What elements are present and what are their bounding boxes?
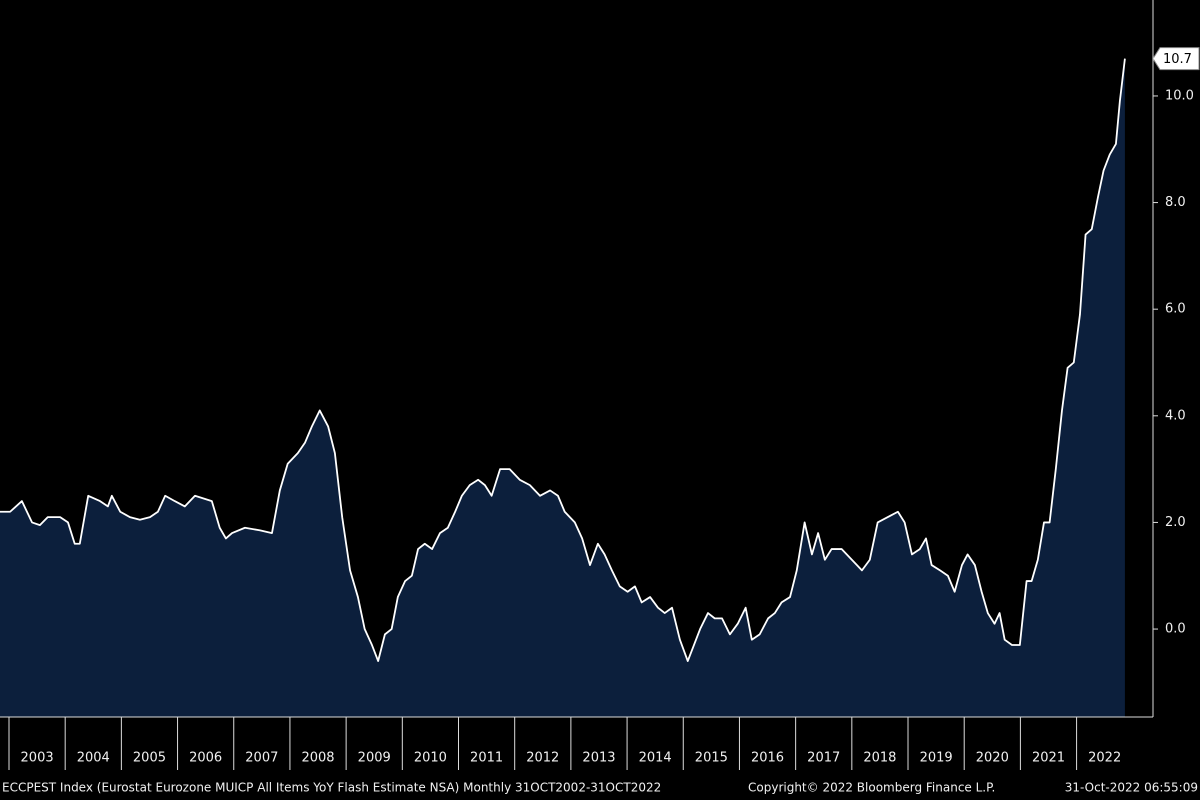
- x-tick-label: 2013: [582, 751, 615, 766]
- x-tick-label: 2009: [358, 751, 391, 766]
- x-tick-label: 2020: [976, 751, 1009, 766]
- x-tick-label: 2007: [245, 751, 278, 766]
- x-tick-label: 2012: [526, 751, 559, 766]
- y-tick-label: 10.0: [1165, 88, 1194, 103]
- x-tick-label: 2003: [21, 751, 54, 766]
- x-tick-label: 2018: [863, 751, 896, 766]
- last-value-box: [1152, 47, 1200, 71]
- x-tick-label: 2006: [189, 751, 222, 766]
- y-tick-label: 4.0: [1165, 408, 1186, 423]
- y-tick-label: 6.0: [1165, 302, 1186, 317]
- x-tick-label: 2005: [133, 751, 166, 766]
- x-tick-label: 2011: [470, 751, 503, 766]
- x-tick-label: 2017: [807, 751, 840, 766]
- x-tick-label: 2016: [751, 751, 784, 766]
- x-tick-label: 2019: [920, 751, 953, 766]
- x-tick-label: 2004: [77, 751, 110, 766]
- x-tick-label: 2022: [1088, 751, 1121, 766]
- x-tick-label: 2008: [301, 751, 334, 766]
- source-note: ECCPEST Index (Eurostat Eurozone MUICP A…: [2, 781, 661, 795]
- copyright: Copyright© 2022 Bloomberg Finance L.P.: [748, 781, 995, 795]
- timestamp: 31-Oct-2022 06:55:09: [1065, 781, 1198, 795]
- x-tick-label: 2014: [639, 751, 672, 766]
- x-tick-label: 2010: [414, 751, 447, 766]
- last-value-label: 10.7: [1163, 52, 1192, 67]
- x-tick-label: 2021: [1032, 751, 1065, 766]
- line: [0, 58, 1126, 662]
- y-tick-label: 0.0: [1165, 622, 1186, 637]
- y-tick-label: 8.0: [1165, 195, 1186, 210]
- x-tick-label: 2015: [695, 751, 728, 766]
- y-tick-label: 2.0: [1165, 515, 1186, 530]
